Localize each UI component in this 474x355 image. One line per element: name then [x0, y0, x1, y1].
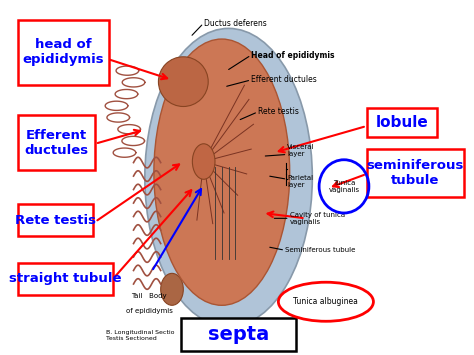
Text: B. Longitudinal Sectio
Testis Sectioned: B. Longitudinal Sectio Testis Sectioned	[106, 330, 175, 341]
Text: Ductus deferens: Ductus deferens	[204, 18, 266, 28]
Bar	[18, 263, 113, 295]
Ellipse shape	[154, 39, 290, 305]
Text: straight tubule: straight tubule	[9, 272, 122, 285]
Text: Rete testis: Rete testis	[258, 107, 299, 116]
Bar	[18, 115, 95, 170]
Ellipse shape	[158, 57, 208, 106]
Bar	[18, 20, 109, 85]
Bar	[366, 108, 437, 137]
Text: Tunica
vaginalis: Tunica vaginalis	[328, 180, 360, 193]
Text: septa: septa	[208, 325, 269, 344]
Text: Cavity of tunica
vaginalis: Cavity of tunica vaginalis	[290, 212, 345, 225]
Bar	[366, 149, 464, 197]
Text: Parietal
layer: Parietal layer	[287, 175, 313, 187]
Text: lobule: lobule	[375, 115, 428, 130]
Text: seminiferous
tubule: seminiferous tubule	[366, 159, 464, 187]
Text: Seminiferous tubule: Seminiferous tubule	[285, 247, 356, 253]
Text: Efferent ductules: Efferent ductules	[251, 75, 317, 84]
Ellipse shape	[145, 28, 312, 327]
Text: head of
epididymis: head of epididymis	[23, 38, 104, 66]
Text: Tail   Body: Tail Body	[132, 294, 167, 299]
Ellipse shape	[192, 144, 215, 179]
Ellipse shape	[161, 273, 183, 305]
Text: Tunica albuginea: Tunica albuginea	[293, 297, 358, 306]
Text: Head of epididymis: Head of epididymis	[251, 50, 335, 60]
Text: Visceral
layer: Visceral layer	[287, 144, 315, 157]
Text: Efferent
ductules: Efferent ductules	[25, 129, 89, 157]
Text: Rete testis: Rete testis	[15, 214, 96, 226]
Bar	[181, 318, 296, 351]
Bar	[18, 204, 93, 236]
Text: of epididymis: of epididymis	[126, 308, 173, 313]
